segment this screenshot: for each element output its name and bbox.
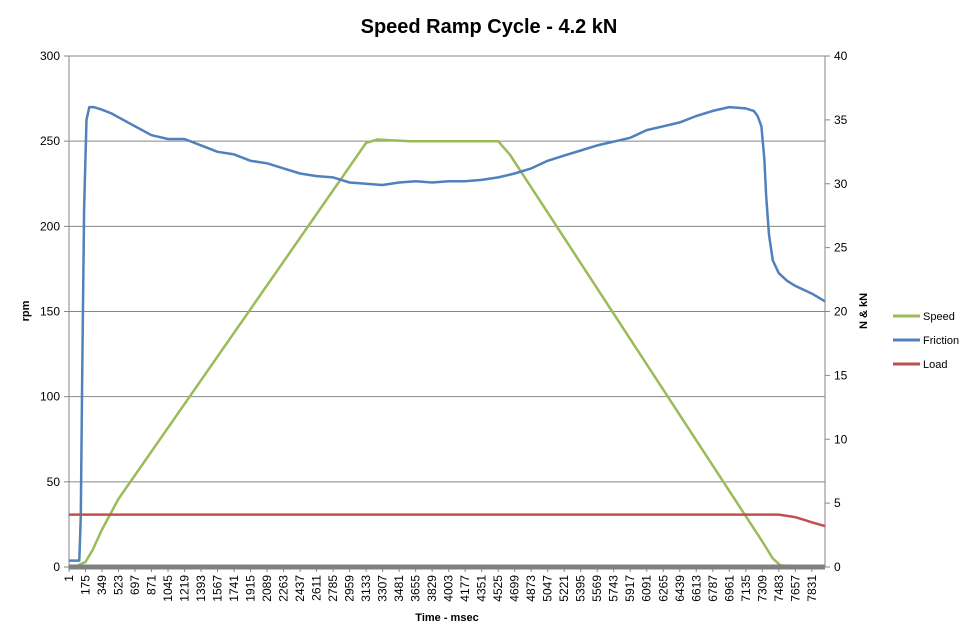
x-tick-label: 6613 <box>689 575 703 602</box>
legend-item-speed: Speed <box>893 311 955 323</box>
x-tick-label: 523 <box>112 575 126 595</box>
series-lines <box>68 105 826 569</box>
y2-tick-label: 5 <box>834 496 841 510</box>
y2-tick-label: 25 <box>834 241 848 255</box>
x-tick-label: 5743 <box>607 575 621 602</box>
y-tick-label: 100 <box>40 390 60 404</box>
chart-title: Speed Ramp Cycle - 4.2 kN <box>361 16 618 38</box>
y2-tick-label: 35 <box>834 113 848 127</box>
x-tick-label: 1741 <box>227 575 241 602</box>
x-tick-label: 5395 <box>574 575 588 602</box>
x-tick-label: 1219 <box>178 575 192 602</box>
y2-tick-label: 10 <box>834 432 848 446</box>
y2-tick-label: 20 <box>834 305 848 319</box>
y-tick-label: 300 <box>40 49 60 63</box>
series-line-friction <box>69 105 826 562</box>
x-tick-label: 349 <box>95 575 109 595</box>
y-tick-label: 0 <box>53 560 60 574</box>
x-tick-label: 3829 <box>425 575 439 602</box>
x-axis: 1 175 349 523 697 871 1045 1219 1393 1567 1741 1915… <box>62 567 819 602</box>
y2-tick-label: 30 <box>834 177 848 191</box>
x-tick-label: 4873 <box>524 575 538 602</box>
x-tick-label: 4003 <box>442 575 456 602</box>
legend-label: Load <box>923 359 947 371</box>
x-tick-label: 7309 <box>755 575 769 602</box>
y-axis-label: rpm <box>20 300 32 321</box>
x-tick-label: 2959 <box>343 575 357 602</box>
x-tick-label: 3307 <box>376 575 390 602</box>
x-tick-label: 6439 <box>673 575 687 602</box>
left-axis: 0 50 100 150 200 250 300 <box>40 49 69 574</box>
x-tick-label: 2611 <box>310 575 324 601</box>
y-tick-label: 50 <box>47 475 61 489</box>
right-axis: 0 5 10 15 20 25 30 35 40 <box>825 49 848 574</box>
x-tick-label: 2785 <box>326 575 340 602</box>
x-tick-label: 6265 <box>656 575 670 602</box>
y2-axis-label: N & kN <box>858 293 870 329</box>
y2-tick-label: 40 <box>834 49 848 63</box>
x-tick-label: 5221 <box>557 575 571 602</box>
x-tick-label: 4351 <box>475 575 489 602</box>
x-tick-label: 5047 <box>541 575 555 602</box>
x-tick-label: 1 <box>62 575 76 582</box>
x-tick-label: 3133 <box>359 575 373 602</box>
x-tick-label: 4177 <box>458 575 472 602</box>
x-tick-label: 7831 <box>805 575 819 602</box>
gridlines <box>69 55 825 483</box>
series-line-speed <box>68 138 826 569</box>
x-tick-label: 6787 <box>706 575 720 602</box>
x-tick-label: 7135 <box>739 575 753 602</box>
series-line-load <box>69 513 826 528</box>
y-tick-label: 200 <box>40 219 60 233</box>
x-tick-label: 2437 <box>293 575 307 602</box>
x-tick-label: 871 <box>145 575 159 595</box>
x-tick-label: 4699 <box>508 575 522 602</box>
x-tick-label: 1045 <box>161 575 175 602</box>
x-axis-label: Time - msec <box>415 612 478 624</box>
legend-item-load: Load <box>893 359 947 371</box>
x-tick-label: 6961 <box>722 575 736 602</box>
x-tick-label: 697 <box>128 575 142 595</box>
legend-item-friction: Friction <box>893 335 959 347</box>
x-tick-label: 6091 <box>640 575 654 602</box>
x-tick-label: 5569 <box>590 575 604 602</box>
y-tick-label: 150 <box>40 305 60 319</box>
y-tick-label: 250 <box>40 134 60 148</box>
x-tick-label: 175 <box>79 575 93 595</box>
x-tick-label: 2089 <box>260 575 274 602</box>
x-tick-label: 5917 <box>623 575 637 602</box>
x-tick-label: 2263 <box>277 575 291 602</box>
x-tick-label: 4525 <box>491 575 505 602</box>
legend-label: Friction <box>923 335 959 347</box>
x-tick-label: 1567 <box>211 575 225 602</box>
x-tick-label: 3481 <box>392 575 406 602</box>
x-tick-label: 3655 <box>409 575 423 602</box>
x-tick-label: 7657 <box>788 575 802 602</box>
x-tick-label: 1393 <box>194 575 208 602</box>
x-tick-label: 1915 <box>244 575 258 602</box>
x-tick-label: 7483 <box>772 575 786 602</box>
legend: Speed Friction Load <box>893 311 959 371</box>
y2-tick-label: 0 <box>834 560 841 574</box>
y2-tick-label: 15 <box>834 368 848 382</box>
legend-label: Speed <box>923 311 955 323</box>
